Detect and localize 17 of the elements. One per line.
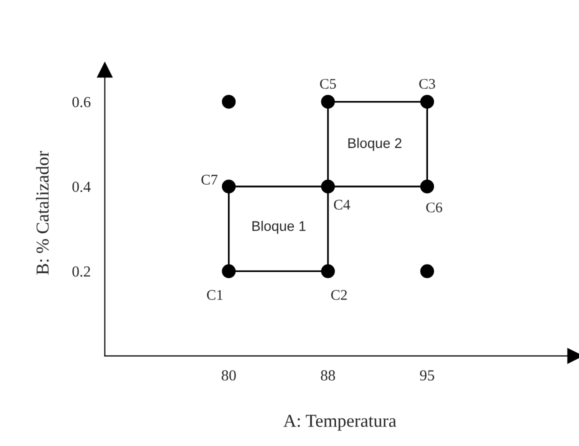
- annotation: C6: [426, 202, 442, 212]
- annotation: C5: [320, 78, 336, 89]
- annotation: Bloque 1: [252, 220, 306, 234]
- y-tick-label: 0.6: [72, 96, 90, 108]
- annotation: C7: [201, 174, 218, 185]
- annotation: C4: [334, 200, 350, 210]
- annotation: C1: [206, 290, 223, 300]
- y-tick-label: 0.2: [72, 266, 90, 277]
- y-tick-label: 0.4: [72, 182, 91, 192]
- annotation: C3: [419, 78, 436, 89]
- x-axis-title: A: Temperatura: [283, 414, 396, 431]
- x-tick-label: 95: [420, 370, 434, 381]
- x-tick-label: 80: [222, 370, 236, 381]
- annotation: Bloque 2: [348, 138, 402, 151]
- x-tick-label: 88: [320, 370, 336, 381]
- annotation: C2: [331, 290, 347, 300]
- y-axis-title: B: % Catalizador: [36, 150, 49, 275]
